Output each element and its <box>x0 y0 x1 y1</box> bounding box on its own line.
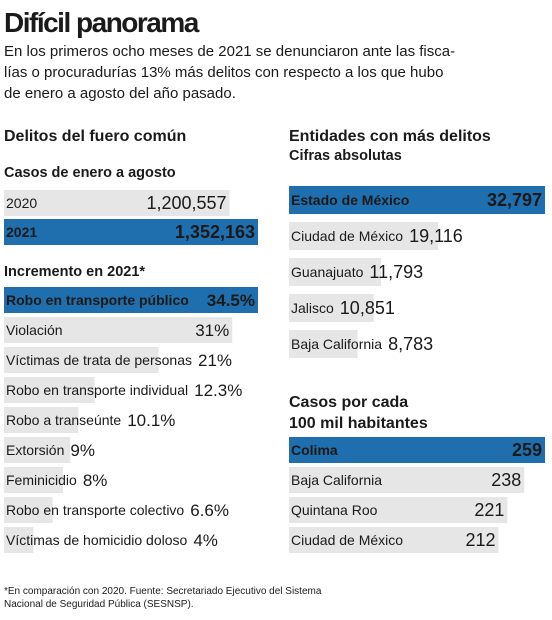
bar <box>4 219 258 245</box>
footnote: Nacional de Seguridad Pública (SESNSP). <box>4 599 194 610</box>
section-title: Incremento en 2021* <box>4 264 145 280</box>
value-label: 1,200,557 <box>146 193 226 213</box>
value-label: 212 <box>465 530 495 550</box>
value-label: 19,116 <box>409 226 463 246</box>
bar <box>289 437 545 463</box>
value-label: 6.6% <box>190 501 229 520</box>
category-label: Robo a transeúnte <box>6 412 121 428</box>
section-title: Delitos del fuero común <box>4 128 186 145</box>
section-title: Entidades con más delitos <box>289 128 491 145</box>
bar <box>4 407 79 433</box>
bar <box>289 467 525 493</box>
section-title: 100 mil habitantes <box>289 415 428 432</box>
subtitle-line: de enero a agosto del año pasado. <box>4 85 236 102</box>
bar <box>4 497 53 523</box>
value-label: 10.1% <box>127 411 175 430</box>
value-label: 10,851 <box>340 298 395 318</box>
bar <box>4 527 34 553</box>
bar <box>289 330 358 358</box>
category-label: Baja California <box>291 336 382 352</box>
bar <box>289 497 508 523</box>
category-label: Feminicidio <box>6 472 77 488</box>
value-label: 8% <box>83 471 108 490</box>
value-label: 31% <box>195 321 229 340</box>
section-subtitle: Casos de enero a agosto <box>4 165 176 181</box>
category-label: Robo en transporte público <box>6 292 189 308</box>
value-label: 238 <box>491 470 521 490</box>
category-label: Ciudad de México <box>291 228 403 244</box>
section-title: Casos por cada <box>289 394 408 411</box>
section-subtitle: Cifras absolutas <box>289 148 402 164</box>
bar <box>4 317 233 343</box>
bar <box>4 287 258 313</box>
value-label: 8,783 <box>388 334 433 354</box>
value-label: 34.5% <box>207 291 255 310</box>
bar <box>4 347 159 373</box>
bar <box>289 222 439 250</box>
category-label: Violación <box>6 322 63 338</box>
bar <box>4 467 63 493</box>
category-label: Extorsión <box>6 442 64 458</box>
category-label: Ciudad de México <box>291 532 403 548</box>
category-label: Robo en transporte colectivo <box>6 502 184 518</box>
value-label: 12.3% <box>194 381 242 400</box>
value-label: 11,793 <box>369 262 423 282</box>
value-label: 259 <box>512 440 542 460</box>
category-label: Baja California <box>291 472 382 488</box>
subtitle-line: En los primeros ocho meses de 2021 se de… <box>4 43 455 60</box>
value-label: 32,797 <box>487 190 542 210</box>
title: Difícil panorama <box>4 7 200 38</box>
category-label: Víctimas de homicidio doloso <box>6 532 188 548</box>
bar <box>289 186 545 214</box>
footnote: *En comparación con 2020. Fuente: Secret… <box>4 586 322 597</box>
category-label: Guanajuato <box>291 264 364 280</box>
category-label: Robo en transporte individual <box>6 382 188 398</box>
category-label: Víctimas de trata de personas <box>6 352 192 368</box>
bar <box>4 190 230 216</box>
bar <box>4 437 71 463</box>
value-label: 221 <box>474 500 504 520</box>
value-label: 4% <box>193 531 218 550</box>
category-label: Quintana Roo <box>291 502 378 518</box>
value-label: 21% <box>198 351 232 370</box>
category-label: Jalisco <box>291 300 334 316</box>
value-label: 1,352,163 <box>175 222 255 242</box>
category-label: 2021 <box>6 224 37 240</box>
category-label: Estado de México <box>291 192 409 208</box>
value-label: 9% <box>70 441 95 460</box>
bar <box>289 258 382 286</box>
bar <box>289 527 499 553</box>
bar <box>4 377 95 403</box>
bar <box>289 294 374 322</box>
category-label: Colima <box>291 442 338 458</box>
category-label: 2020 <box>6 195 37 211</box>
subtitle-line: lías o procuradurías 13% más delitos con… <box>4 64 443 81</box>
